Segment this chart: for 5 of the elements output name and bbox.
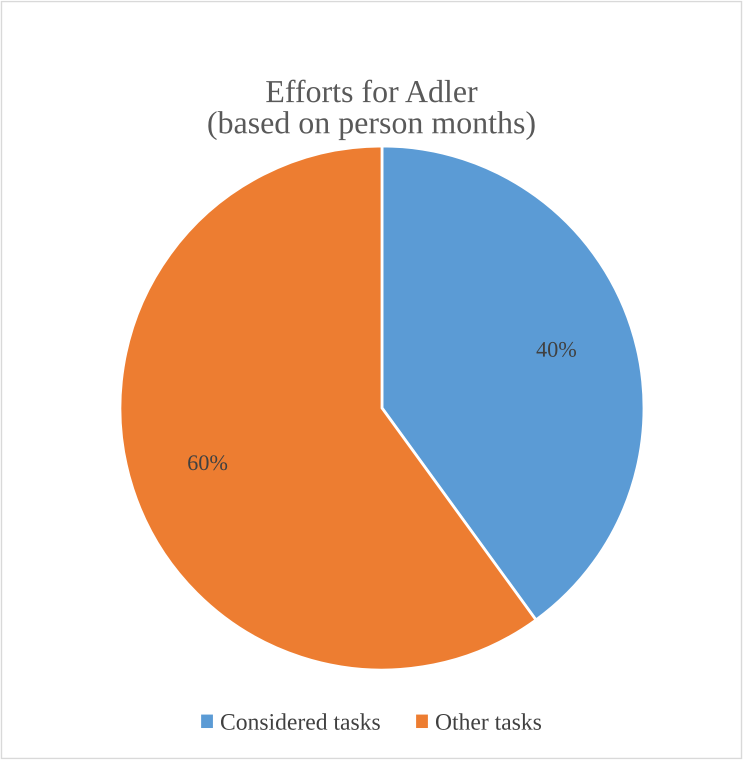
legend-label: Other tasks <box>436 713 542 730</box>
legend-label: Considered tasks <box>220 713 380 730</box>
data-label: 40% <box>536 342 576 357</box>
chart-title: Efforts for Adler (based on person months) <box>208 80 535 140</box>
data-label: 60% <box>188 455 228 470</box>
